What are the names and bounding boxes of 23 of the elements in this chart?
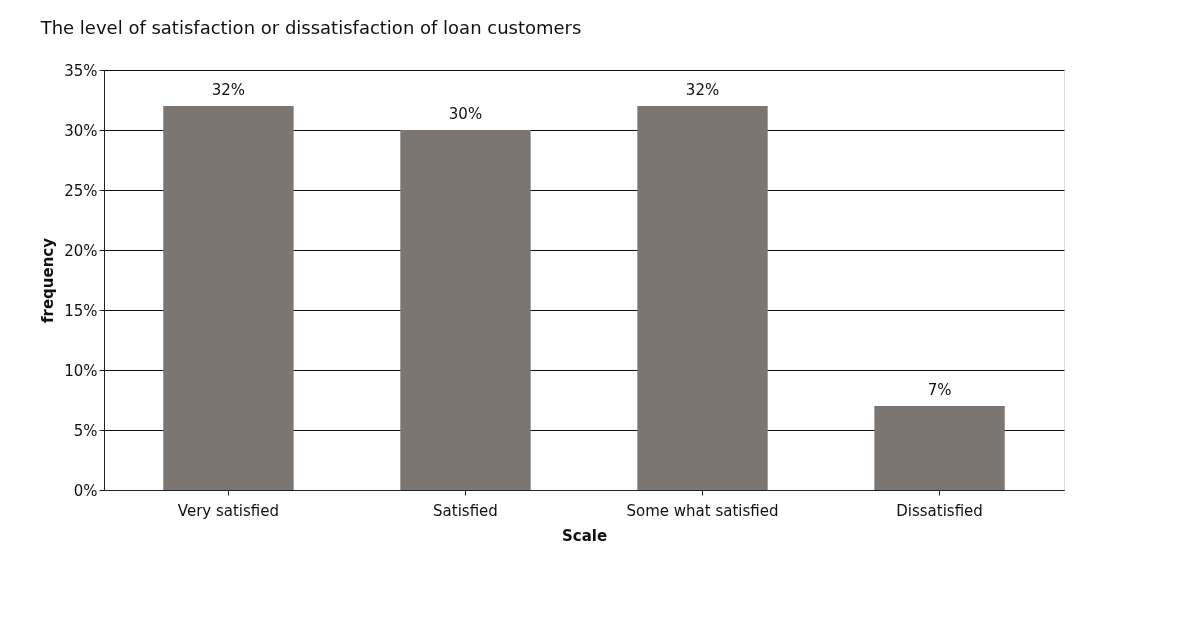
y-tick-label: 5% <box>73 421 98 440</box>
y-tick-label: 20% <box>64 241 98 260</box>
bar <box>400 130 531 490</box>
y-axis-title: frequency <box>39 237 58 324</box>
bar <box>637 106 768 490</box>
x-tick-label: Some what satisfied <box>626 501 779 520</box>
data-label: 30% <box>448 105 483 123</box>
y-tick-label: 15% <box>64 301 98 320</box>
data-label: 32% <box>211 81 246 99</box>
chart-title: The level of satisfaction or dissatisfaction of loan customers <box>39 17 582 38</box>
bar <box>874 406 1005 490</box>
y-tick-label: 35% <box>64 61 98 80</box>
x-tick-label: Dissatisfied <box>896 501 983 520</box>
x-tick-label: Satisfied <box>433 501 498 520</box>
x-tick-label: Very satisfied <box>177 501 280 520</box>
x-axis-title: Scale <box>561 526 608 545</box>
y-tick-label: 25% <box>64 181 98 200</box>
data-label: 7% <box>927 381 952 399</box>
bar <box>163 106 294 490</box>
y-tick-label: 10% <box>64 361 98 380</box>
y-tick-label: 0% <box>73 481 98 500</box>
y-tick-label: 30% <box>64 121 98 140</box>
data-label: 32% <box>685 81 720 99</box>
